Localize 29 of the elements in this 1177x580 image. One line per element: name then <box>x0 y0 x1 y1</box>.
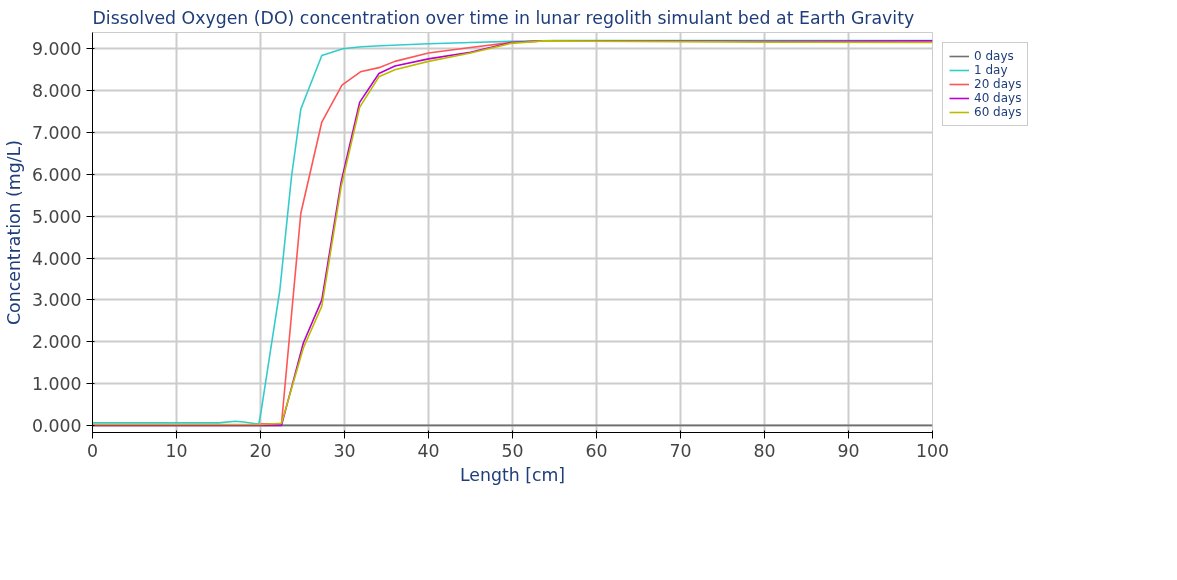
y-tick-label: 9.000 <box>31 39 82 60</box>
y-tick-label: 3.000 <box>31 290 82 311</box>
x-axis-title: Length [cm] <box>459 464 566 485</box>
x-tick-label: 40 <box>417 440 440 461</box>
legend-label: 40 days <box>974 91 1022 105</box>
y-tick-label: 1.000 <box>31 374 82 395</box>
x-tick-label: 80 <box>753 440 776 461</box>
y-tick-label: 0.000 <box>31 415 82 436</box>
x-tick-label: 0 <box>86 440 99 461</box>
x-tick-label: 60 <box>585 440 608 461</box>
y-tick-label: 8.000 <box>31 81 82 102</box>
y-tick-label: 2.000 <box>31 332 82 353</box>
y-tick-label: 4.000 <box>31 248 82 269</box>
y-tick-label: 5.000 <box>31 206 82 227</box>
x-tick-label: 20 <box>249 440 272 461</box>
chart-title: Dissolved Oxygen (DO) concentration over time in lunar regolith simulant bed at Earth Gravity <box>92 7 915 28</box>
legend-label: 1 day <box>974 63 1008 77</box>
x-tick-label: 100 <box>915 440 950 461</box>
x-tick-label: 70 <box>669 440 692 461</box>
legend-label: 0 days <box>974 49 1014 63</box>
legend-label: 60 days <box>974 105 1022 119</box>
y-tick-label: 6.000 <box>31 164 82 185</box>
x-tick-label: 90 <box>837 440 860 461</box>
y-tick-label: 7.000 <box>31 123 82 143</box>
x-tick-label: 10 <box>165 440 188 461</box>
y-axis-title: Concentration (mg/L) <box>3 140 24 325</box>
x-tick-label: 30 <box>333 440 356 461</box>
legend-label: 20 days <box>974 77 1022 91</box>
x-tick-label: 50 <box>501 440 524 461</box>
